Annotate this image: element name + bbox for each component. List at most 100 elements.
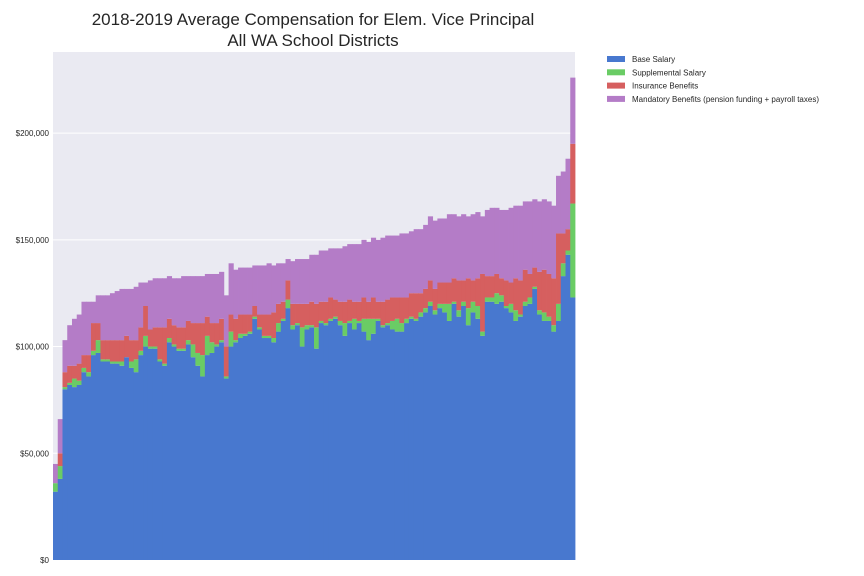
bar-segment-base: [494, 303, 500, 560]
bar-segment-mandatory: [276, 263, 282, 304]
bar-segment-mandatory: [280, 263, 286, 302]
bar-segment-insurance: [181, 327, 187, 349]
bar-segment-base: [53, 491, 59, 560]
bar-segment-mandatory: [81, 301, 87, 356]
bar-segment-supplemental: [394, 318, 400, 332]
y-tick-label: $50,000: [20, 449, 49, 458]
bar-segment-mandatory: [124, 288, 130, 336]
bar-segment-insurance: [105, 340, 111, 360]
bar-segment-base: [565, 254, 571, 560]
bar-segment-supplemental: [518, 314, 524, 317]
bar-segment-base: [276, 331, 282, 560]
bar-segment-base: [432, 314, 438, 560]
bar-segment-supplemental: [347, 320, 353, 324]
bar-segment-supplemental: [399, 323, 405, 332]
bar-segment-base: [489, 301, 495, 560]
bar-segment-insurance: [233, 318, 239, 341]
bar-segment-supplemental: [375, 318, 381, 321]
bar-segment-base: [257, 329, 263, 560]
bar-segment-mandatory: [247, 267, 253, 315]
bar-segment-mandatory: [147, 280, 154, 330]
bar-segment-mandatory: [480, 216, 486, 274]
bar-segment-insurance: [266, 314, 272, 336]
bar-segment-insurance: [351, 301, 358, 319]
bar-segment-supplemental: [442, 303, 448, 313]
bar-segment-supplemental: [100, 359, 106, 362]
bar-segment-mandatory: [219, 271, 225, 319]
bar-segment-base: [233, 342, 239, 560]
bar-segment-base: [76, 384, 82, 560]
bar-segment-base: [219, 342, 225, 560]
bar-segment-insurance: [119, 340, 125, 362]
bar-segment-insurance: [522, 269, 528, 302]
bar-segment-base: [190, 357, 196, 560]
bar-segment-mandatory: [318, 250, 324, 302]
bar-segment-supplemental: [257, 327, 263, 330]
bar-segment-insurance: [261, 314, 267, 336]
bar-segment-mandatory: [204, 273, 210, 317]
bar-segment-insurance: [408, 293, 415, 317]
bar-segment-insurance: [513, 278, 519, 311]
bar-segment-mandatory: [105, 295, 111, 341]
bar-segment-mandatory: [76, 314, 82, 364]
bar-segment-mandatory: [299, 259, 305, 304]
bar-segment-mandatory: [570, 77, 576, 144]
bar-segment-supplemental: [318, 320, 324, 324]
bar-segment-insurance: [503, 280, 509, 306]
bar-segment-mandatory: [152, 278, 158, 328]
bar-segment-supplemental: [57, 466, 63, 479]
bar-segment-insurance: [423, 288, 429, 309]
bar-segment-base: [109, 363, 116, 560]
bar-segment-supplemental: [370, 318, 377, 334]
bar-segment-supplemental: [503, 306, 509, 309]
bar-segment-insurance: [247, 314, 253, 332]
bar-segment-insurance: [399, 297, 405, 324]
bar-segment-supplemental: [233, 340, 239, 343]
bar-segment-supplemental: [537, 310, 543, 315]
bar-segment-supplemental: [166, 338, 173, 343]
bar-segment-supplemental: [332, 316, 339, 319]
bar-segment-insurance: [461, 280, 467, 302]
bar-segment-supplemental: [461, 301, 467, 306]
bar-segment-mandatory: [451, 214, 457, 279]
bar-segment-insurance: [100, 340, 106, 360]
bar-segment-mandatory: [100, 295, 106, 341]
bar-segment-insurance: [62, 372, 68, 388]
bar-segment-supplemental: [356, 320, 362, 324]
chart-subtitle: All WA School Districts: [227, 31, 398, 50]
bar-segment-insurance: [347, 299, 353, 321]
bar-segment-insurance: [176, 327, 182, 349]
legend-swatch-base: [607, 56, 625, 62]
bar-segment-base: [119, 365, 125, 560]
bar-segment-base: [375, 320, 381, 560]
bar-segment-supplemental: [546, 316, 552, 321]
bar-segment-insurance: [380, 301, 386, 326]
bar-segment-base: [185, 344, 192, 560]
bar-segment-mandatory: [128, 288, 135, 341]
bar-segment-insurance: [214, 323, 220, 345]
bar-segment-insurance: [337, 301, 343, 321]
bar-segment-mandatory: [181, 276, 187, 328]
bar-segment-supplemental: [223, 376, 229, 379]
bar-segment-base: [480, 335, 486, 560]
bar-segment-mandatory: [437, 218, 443, 283]
bar-segment-base: [370, 333, 377, 560]
bar-segment-mandatory: [209, 273, 215, 324]
bar-segment-insurance: [356, 301, 362, 321]
bar-segment-base: [299, 346, 305, 560]
bar-segment-base: [418, 316, 424, 560]
bar-segment-base: [423, 312, 429, 560]
bar-segment-supplemental: [190, 344, 196, 358]
bar-segment-mandatory: [399, 233, 405, 298]
bar-segment-supplemental: [147, 346, 154, 349]
bar-segment-mandatory: [551, 205, 557, 279]
bar-segment-insurance: [314, 303, 320, 328]
bar-segment-insurance: [209, 323, 215, 343]
bar-segment-mandatory: [323, 250, 329, 302]
bar-segment-base: [356, 323, 362, 560]
bar-segment-base: [295, 325, 301, 560]
bar-segment-supplemental: [176, 348, 182, 351]
bar-segment-mandatory: [389, 235, 396, 298]
bar-segment-base: [508, 312, 514, 560]
